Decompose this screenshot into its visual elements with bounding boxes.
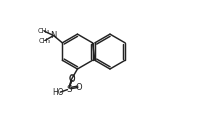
Text: CH₃: CH₃ [38, 38, 50, 44]
Text: S: S [66, 84, 72, 94]
Text: N: N [51, 31, 57, 40]
Text: O: O [69, 74, 75, 83]
Text: HO: HO [52, 88, 64, 97]
Text: O: O [76, 83, 83, 92]
Text: CH₃: CH₃ [37, 28, 50, 34]
Text: O: O [68, 75, 75, 83]
